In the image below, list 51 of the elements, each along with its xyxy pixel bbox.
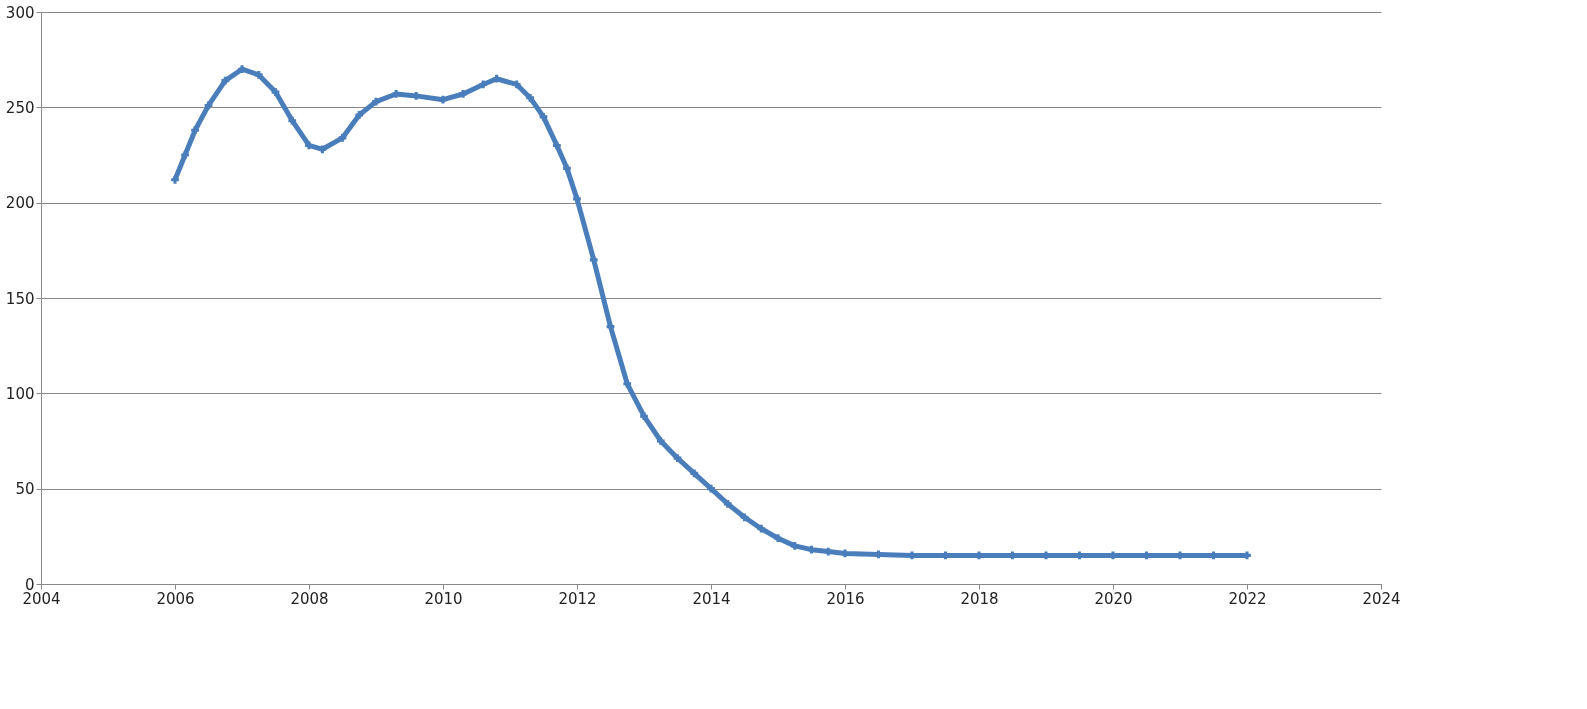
- point: [563, 164, 571, 173]
- point: [355, 111, 364, 119]
- point: [181, 151, 189, 159]
- point: [526, 93, 534, 102]
- x-tick-label: 2010: [424, 589, 463, 608]
- point: [723, 500, 732, 508]
- point: [573, 194, 581, 203]
- point: [254, 71, 263, 79]
- point: [479, 80, 488, 89]
- y-tick-label: 300: [5, 3, 35, 22]
- x-tick-label: 2024: [1362, 589, 1401, 608]
- x-tick-label: 2014: [692, 589, 731, 608]
- point: [271, 88, 280, 96]
- point: [673, 454, 682, 463]
- point: [623, 379, 632, 388]
- point: [512, 80, 521, 89]
- point: [553, 141, 561, 150]
- x-tick-label: 2020: [1094, 589, 1133, 608]
- point: [640, 412, 648, 421]
- point: [459, 90, 467, 98]
- point: [191, 126, 199, 135]
- point: [221, 76, 230, 85]
- x-tick-label: 2004: [22, 589, 61, 608]
- point: [338, 133, 347, 142]
- x-tick-label: 2016: [826, 589, 865, 608]
- point: [539, 112, 548, 121]
- point: [707, 484, 715, 493]
- point: [774, 534, 782, 543]
- x-tick-label: 2018: [960, 589, 999, 608]
- point: [288, 116, 297, 125]
- point: [790, 541, 799, 550]
- y-tick-label: 250: [5, 98, 35, 117]
- point: [372, 97, 380, 106]
- point: [238, 65, 246, 74]
- x-tick-label: 2012: [558, 589, 597, 608]
- x-tick-label: 2008: [290, 589, 329, 608]
- point: [740, 513, 749, 522]
- point: [656, 437, 665, 445]
- point: [171, 175, 179, 184]
- y-tick-label: 150: [5, 289, 35, 308]
- point: [589, 255, 598, 264]
- point: [690, 469, 699, 478]
- y-tick-label: 100: [5, 384, 35, 403]
- y-tick-label: 50: [15, 480, 35, 499]
- point: [318, 145, 327, 154]
- point: [439, 95, 447, 104]
- y-tick-label: 200: [5, 194, 35, 213]
- point: [757, 524, 766, 533]
- x-tick-label: 2006: [156, 589, 195, 608]
- point: [492, 74, 501, 83]
- x-tick-label: 2022: [1228, 589, 1267, 608]
